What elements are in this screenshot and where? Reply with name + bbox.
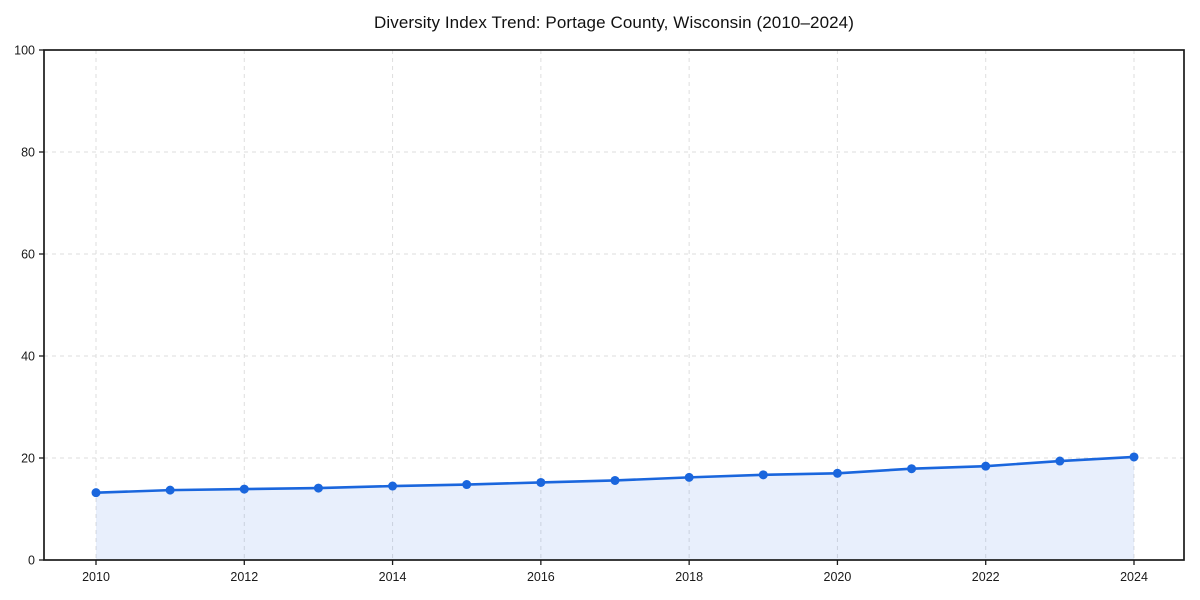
x-axis-tick-label: 2012 [230,570,258,584]
data-point [536,477,546,487]
y-axis-tick-label: 20 [21,452,35,466]
x-axis-tick-label: 2024 [1120,570,1148,584]
x-axis-tick-label: 2018 [675,570,703,584]
data-point [907,464,917,474]
data-point [1129,452,1139,462]
y-axis-tick-label: 0 [28,554,35,568]
data-point [388,481,398,491]
data-point [462,480,472,490]
x-axis-tick-label: 2014 [379,570,407,584]
chart-title: Diversity Index Trend: Portage County, W… [373,13,855,32]
y-axis-tick-label: 40 [21,350,35,364]
x-axis-tick-label: 2016 [527,570,555,584]
data-point [239,484,249,494]
y-axis-tick-label: 100 [14,44,35,58]
y-axis-tick-label: 80 [21,146,35,160]
x-axis-tick-label: 2022 [972,570,1000,584]
data-point [1055,456,1065,466]
x-axis-tick-label: 2020 [824,570,852,584]
data-point [165,485,175,495]
data-point [313,483,323,493]
y-axis-tick-label: 60 [21,248,35,262]
axes-border [43,49,1185,561]
data-point [981,461,991,471]
data-point [832,468,842,478]
data-point [758,470,768,480]
data-point [610,475,620,485]
data-point [684,472,694,482]
area-fill [96,456,1134,560]
x-axis-tick-label: 2010 [82,570,110,584]
data-point [91,488,101,498]
